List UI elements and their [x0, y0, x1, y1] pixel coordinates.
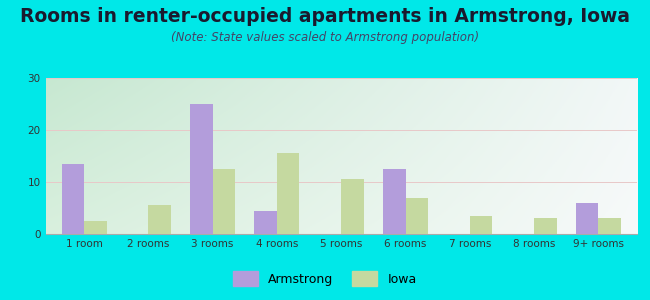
Bar — [599, 218, 621, 234]
Bar — [62, 164, 84, 234]
Bar — [213, 169, 235, 234]
Bar — [383, 169, 406, 234]
Bar — [84, 221, 107, 234]
Bar — [534, 218, 556, 234]
Bar — [254, 211, 277, 234]
Bar — [148, 206, 171, 234]
Bar — [341, 179, 364, 234]
Text: Rooms in renter-occupied apartments in Armstrong, Iowa: Rooms in renter-occupied apartments in A… — [20, 8, 630, 26]
Bar — [470, 216, 492, 234]
Bar — [277, 153, 300, 234]
Bar — [190, 104, 213, 234]
Bar — [406, 198, 428, 234]
Legend: Armstrong, Iowa: Armstrong, Iowa — [228, 266, 422, 291]
Text: (Note: State values scaled to Armstrong population): (Note: State values scaled to Armstrong … — [171, 32, 479, 44]
Bar — [576, 203, 599, 234]
